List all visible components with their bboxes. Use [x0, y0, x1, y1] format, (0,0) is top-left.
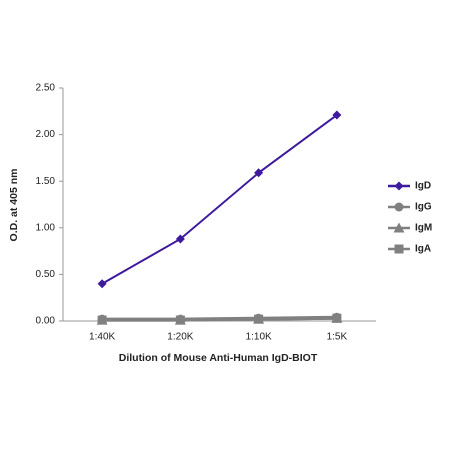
x-tick-label: 1:40K — [89, 332, 115, 343]
series-line — [102, 315, 337, 321]
x-tick-label: 1:5K — [327, 332, 348, 343]
marker — [332, 110, 342, 120]
marker — [254, 313, 264, 323]
legend: IgD IgG IgM IgA — [388, 181, 432, 255]
x-tick-label: 1:10K — [246, 332, 272, 343]
marker — [394, 244, 404, 254]
y-tick-label: 1.00 — [36, 222, 56, 233]
legend-label: IgG — [415, 202, 432, 213]
legend-label: IgA — [415, 244, 431, 255]
marker — [97, 314, 107, 324]
series-line — [101, 114, 338, 285]
marker — [394, 202, 404, 212]
y-tick-label: 0.00 — [36, 316, 56, 327]
y-tick-label: 1.50 — [36, 176, 56, 187]
marker — [393, 222, 405, 233]
y-tick-label: 0.50 — [36, 269, 56, 280]
y-tick-label: 2.50 — [36, 83, 56, 94]
marker — [394, 181, 404, 191]
x-tick-label: 1:20K — [167, 332, 193, 343]
x-axis-title: Dilution of Mouse Anti-Human IgD-BIOT — [119, 352, 318, 364]
y-axis-title: O.D. at 405 nm — [8, 169, 20, 242]
marker — [175, 314, 185, 324]
marker — [175, 234, 185, 244]
legend-label: IgD — [415, 181, 431, 192]
marker — [332, 312, 342, 322]
marker — [254, 168, 264, 178]
marker — [97, 279, 107, 289]
y-tick-label: 2.00 — [36, 129, 56, 140]
legend-label: IgM — [415, 223, 432, 234]
